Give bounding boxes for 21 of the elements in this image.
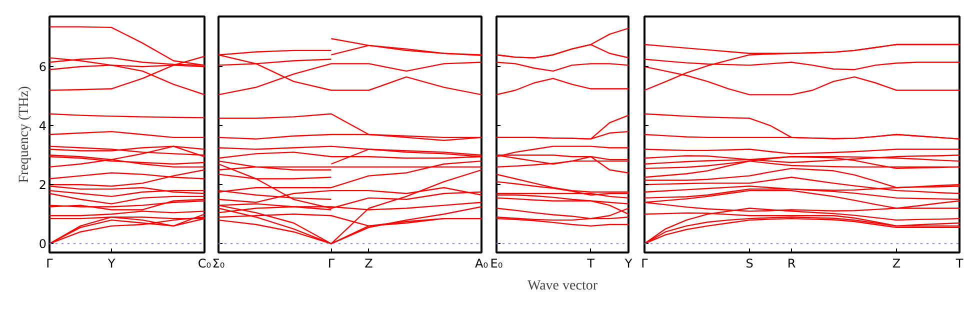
x-tick-label: Γ: [328, 256, 335, 270]
x-axis-title: Wave vector: [528, 278, 598, 294]
y-tick-label: 2: [38, 178, 47, 192]
y-axis-title: Frequency (THz): [16, 86, 32, 183]
x-tick-label: T: [954, 256, 964, 270]
x-tick-label: Σ₀: [212, 256, 225, 270]
x-tick-label: R: [787, 256, 796, 270]
x-tick-label: Y: [106, 256, 116, 270]
x-tick-label: C₀: [198, 256, 212, 270]
y-tick-label: 0: [38, 237, 47, 252]
x-tick-label: S: [746, 256, 754, 270]
x-tick-label: Z: [892, 256, 901, 270]
y-tick-label: 4: [38, 119, 47, 134]
x-tick-label: E₀: [490, 256, 503, 270]
x-tick-label: T: [586, 256, 596, 270]
x-tick-label: A₀: [474, 256, 488, 270]
x-tick-label: Γ: [641, 256, 648, 270]
x-tick-label: Y: [624, 256, 633, 270]
x-tick-label: Z: [364, 256, 373, 270]
y-tick-label: 6: [38, 60, 47, 74]
x-tick-label: Γ: [46, 256, 54, 270]
